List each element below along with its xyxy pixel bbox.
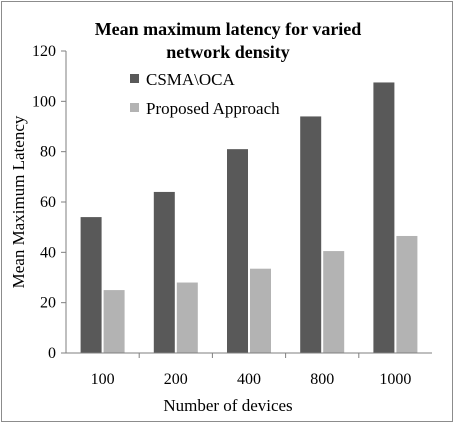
bars-group xyxy=(80,82,418,353)
bar-proposed xyxy=(396,235,418,353)
chart-title-line-1: Mean maximum latency for varied xyxy=(95,19,362,39)
x-axis-ticks: 100 200 400 800 1000 xyxy=(91,353,411,388)
x-tick-label: 1000 xyxy=(379,371,411,388)
y-tick-label: 40 xyxy=(40,244,56,261)
x-axis-label: Number of devices xyxy=(163,396,292,415)
y-axis-label: Mean Maximum Latency xyxy=(9,115,28,288)
bar-csma xyxy=(373,82,395,353)
legend-swatch-proposed xyxy=(130,103,139,112)
bar-csma xyxy=(153,191,175,353)
x-tick-label: 400 xyxy=(237,371,261,388)
x-tick-label: 200 xyxy=(164,371,188,388)
bar-proposed xyxy=(250,268,271,353)
y-tick-label: 20 xyxy=(40,295,56,312)
legend-label-proposed: Proposed Approach xyxy=(146,99,280,118)
y-tick-label: 60 xyxy=(40,194,56,211)
bar-csma xyxy=(300,116,322,353)
y-tick-label: 100 xyxy=(32,93,56,110)
chart-title-line-2: network density xyxy=(166,42,290,62)
x-tick-label: 800 xyxy=(310,371,334,388)
bar-csma xyxy=(80,217,102,353)
bar-proposed xyxy=(176,282,198,353)
bar-proposed xyxy=(323,251,345,353)
bar-proposed xyxy=(103,290,125,353)
x-tick-label: 100 xyxy=(91,371,115,388)
legend-label-csma: CSMA\OCA xyxy=(146,70,236,89)
y-tick-label: 80 xyxy=(40,144,56,161)
y-tick-label: 0 xyxy=(48,345,56,362)
legend: CSMA\OCA Proposed Approach xyxy=(130,70,280,118)
y-axis-ticks: 0 20 40 60 80 100 120 xyxy=(32,43,66,362)
bar-csma xyxy=(227,149,248,353)
y-tick-label: 120 xyxy=(32,43,56,60)
legend-swatch-csma xyxy=(130,74,139,83)
